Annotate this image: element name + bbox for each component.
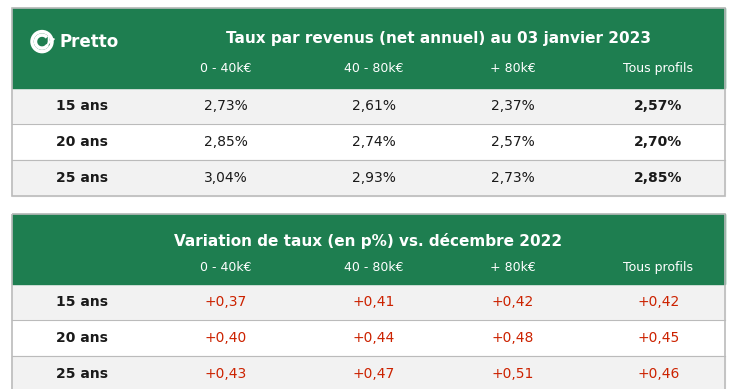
Text: +0,45: +0,45	[638, 331, 680, 345]
Text: 15 ans: 15 ans	[56, 295, 108, 309]
Text: Tous profils: Tous profils	[624, 62, 694, 75]
Bar	[12, 214, 725, 284]
Text: Taux par revenus (net annuel) au 03 janvier 2023: Taux par revenus (net annuel) au 03 janv…	[226, 31, 651, 46]
Text: 2,93%: 2,93%	[352, 171, 396, 185]
Text: +0,47: +0,47	[353, 367, 395, 381]
Text: +0,42: +0,42	[492, 295, 534, 309]
Text: + 80k€: + 80k€	[490, 261, 536, 274]
Text: 2,61%: 2,61%	[352, 99, 396, 113]
Text: 2,57%: 2,57%	[635, 99, 682, 113]
Text: 15 ans: 15 ans	[56, 99, 108, 113]
Text: 0 - 40k€: 0 - 40k€	[200, 261, 252, 274]
Bar	[12, 284, 725, 320]
Text: 2,74%: 2,74%	[352, 135, 396, 149]
Text: +0,48: +0,48	[492, 331, 534, 345]
Bar	[12, 320, 725, 356]
Text: 20 ans: 20 ans	[56, 135, 108, 149]
Text: Pretto: Pretto	[60, 33, 119, 51]
Text: 40 - 80k€: 40 - 80k€	[344, 62, 404, 75]
Text: +0,51: +0,51	[492, 367, 534, 381]
Text: +0,40: +0,40	[205, 331, 247, 345]
Bar	[12, 356, 725, 389]
Text: 25 ans: 25 ans	[56, 367, 108, 381]
Text: 2,70%: 2,70%	[635, 135, 682, 149]
Bar	[12, 8, 725, 196]
Text: 40 - 80k€: 40 - 80k€	[344, 261, 404, 274]
Text: +0,41: +0,41	[353, 295, 395, 309]
Text: + 80k€: + 80k€	[490, 62, 536, 75]
Text: 2,37%: 2,37%	[491, 99, 535, 113]
Bar	[12, 124, 725, 160]
Text: 3,04%: 3,04%	[204, 171, 248, 185]
Bar	[12, 88, 725, 124]
Text: 2,73%: 2,73%	[491, 171, 535, 185]
Text: 0 - 40k€: 0 - 40k€	[200, 62, 252, 75]
Bar	[12, 160, 725, 196]
Bar	[12, 214, 725, 389]
Text: 2,85%: 2,85%	[204, 135, 248, 149]
Text: +0,44: +0,44	[353, 331, 395, 345]
Text: 25 ans: 25 ans	[56, 171, 108, 185]
Text: 2,85%: 2,85%	[635, 171, 682, 185]
Text: +0,46: +0,46	[638, 367, 680, 381]
Bar	[12, 8, 725, 88]
Text: +0,37: +0,37	[205, 295, 247, 309]
Text: Variation de taux (en p%) vs. décembre 2022: Variation de taux (en p%) vs. décembre 2…	[175, 233, 562, 249]
Text: 2,73%: 2,73%	[204, 99, 248, 113]
Text: +0,43: +0,43	[205, 367, 247, 381]
Text: Tous profils: Tous profils	[624, 261, 694, 274]
Text: 20 ans: 20 ans	[56, 331, 108, 345]
Text: 2,57%: 2,57%	[491, 135, 535, 149]
Text: +0,42: +0,42	[638, 295, 680, 309]
